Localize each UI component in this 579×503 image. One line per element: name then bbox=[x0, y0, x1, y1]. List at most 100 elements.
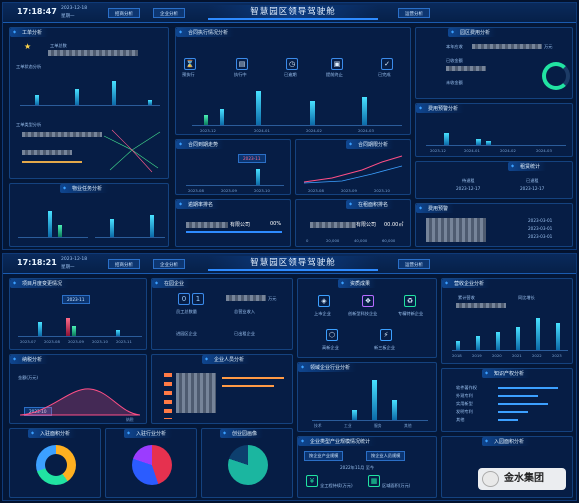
panel-fee-warn: 费用预警分析 2023-12 2024-01 2024-02 2024-03 bbox=[415, 103, 573, 157]
panel-title: 入驻面积分析 bbox=[28, 429, 77, 438]
inpark-label: 已出租企业 bbox=[234, 331, 255, 336]
x-tick: 2024-01 bbox=[464, 148, 480, 153]
redacted-block bbox=[22, 150, 72, 155]
x-tick: 2023-09 bbox=[68, 339, 84, 344]
chart-bar bbox=[372, 380, 377, 420]
workorder-status-chart bbox=[20, 74, 160, 106]
panel-contract-analysis: 合同期限分析 2023-08 2023-09 2023-10 bbox=[295, 139, 411, 195]
x-tick: 2023-10 bbox=[254, 188, 270, 193]
panel-qualify: 资质成果 ◈ ❖ ♻ 上市企业 创新型科技企业 专精特新企业 ⬡ ⚡ 高新企业 … bbox=[297, 278, 437, 358]
nav-tab-enterprise[interactable]: 企业分析 bbox=[153, 8, 185, 18]
revenue-bar bbox=[556, 322, 560, 350]
document-icon: ▤ bbox=[236, 58, 248, 70]
x-tick: 60,000 bbox=[382, 238, 396, 243]
x-tick: 2023-07 bbox=[20, 339, 36, 344]
high-tech-icon: ⬡ bbox=[326, 329, 338, 341]
workorder-type-label: 工单类型分析 bbox=[16, 122, 42, 127]
panel-fee-pred: 费用预警 2023-03-01 2023-03-01 2023-03-01 bbox=[415, 203, 573, 247]
redacted-block bbox=[472, 44, 542, 49]
panel-workorder: 工单分析 ★ 工单总数 工单状态分析 工单类型分析 bbox=[9, 27, 169, 179]
company-pct: 00% bbox=[270, 221, 282, 227]
qualify-label: 新三板企业 bbox=[374, 345, 395, 350]
clock-date: 2023-12-18 bbox=[61, 257, 88, 262]
chart-bar bbox=[48, 211, 52, 237]
chart-bar bbox=[256, 91, 261, 125]
panel-trade: 入驻行业分析 bbox=[105, 428, 197, 498]
x-tick: 2023 bbox=[552, 353, 562, 358]
nav-tab-operation[interactable]: 运营分析 bbox=[398, 259, 430, 269]
panel-lease-rank: 逾期率排名 有限公司 00% bbox=[175, 199, 291, 247]
x-tick: 2018 bbox=[452, 353, 462, 358]
redacted-block bbox=[176, 373, 216, 413]
fee-label: 未收金额 bbox=[446, 80, 463, 85]
x-tick: 2023-08 bbox=[188, 188, 204, 193]
panel-title: 逾期率排名 bbox=[176, 200, 220, 209]
panel-staff: 企业人员分析 bbox=[151, 354, 293, 424]
enterprise-caption: 2022年11月 至今 bbox=[340, 465, 375, 470]
redacted-block bbox=[48, 50, 138, 56]
revenue-label: 累计营收 bbox=[458, 295, 475, 300]
panel-intake: 入驻面积分析 bbox=[9, 428, 101, 498]
ip-row-label: 发明专利 bbox=[456, 409, 473, 414]
panel-inpark: 在园企业 0 1 员工总数量 总营业收入 万元 进园区企业 已出租企业 bbox=[151, 278, 293, 350]
revenue-label: 同比增长 bbox=[518, 295, 535, 300]
brand-logo-icon bbox=[482, 471, 499, 487]
nav-tab-investment[interactable]: 招商分析 bbox=[108, 259, 140, 269]
x-tick: 服务 bbox=[374, 423, 382, 428]
x-tick: 2022 bbox=[532, 353, 542, 358]
ip-bar bbox=[498, 411, 528, 413]
tab-staff-scale[interactable]: 按企业人员规模 bbox=[366, 451, 406, 461]
contract-bar-chart bbox=[192, 88, 402, 126]
warn-date: 2023-03-01 bbox=[528, 226, 553, 231]
chart-bar bbox=[352, 410, 357, 420]
clock-icon: ◷ bbox=[286, 58, 298, 70]
x-tick: 2024-03 bbox=[536, 148, 552, 153]
redacted-block bbox=[186, 222, 228, 228]
panel-title: 企业类型产业规模情况统计 bbox=[298, 437, 377, 446]
tab-industry-scale[interactable]: 按企业产业规模 bbox=[304, 451, 344, 461]
x-tick: 纳税 bbox=[126, 417, 134, 422]
ip-row-label: 实用新型 bbox=[456, 401, 473, 406]
date-badge: 2023-11 bbox=[62, 295, 90, 304]
clock-time: 17:18:47 bbox=[17, 7, 57, 16]
material-chart-2 bbox=[95, 206, 165, 238]
panel-title: 创业园画像 bbox=[220, 429, 264, 438]
rent-label: 待退租 bbox=[462, 178, 475, 183]
counter-digit: 0 bbox=[178, 293, 190, 305]
panel-title: 领域企业行业分析 bbox=[298, 363, 357, 372]
inpark-label: 进园区企业 bbox=[176, 331, 197, 336]
x-tick: 工业 bbox=[344, 423, 352, 428]
radial-lines bbox=[103, 129, 161, 173]
panel-title: 营收企业分析 bbox=[442, 279, 491, 288]
nav-tab-operation[interactable]: 运营分析 bbox=[398, 8, 430, 18]
redacted-block bbox=[456, 303, 506, 308]
date-badge: 2023-11 bbox=[238, 154, 266, 163]
chart-bar bbox=[75, 89, 79, 105]
enterprise-foot: 区域面积(万元) bbox=[382, 483, 411, 488]
check-icon: ✓ bbox=[381, 58, 393, 70]
nav-tab-investment[interactable]: 招商分析 bbox=[108, 8, 140, 18]
x-tick: 2023-08 bbox=[308, 188, 324, 193]
company-name: 有限公司 bbox=[356, 222, 377, 228]
rank-markers bbox=[164, 373, 172, 419]
header-bottom: 17:18:21 2023-12-18 星期一 招商分析 企业分析 智慧园区领导… bbox=[3, 254, 576, 274]
redacted-block bbox=[310, 222, 356, 228]
panel-title: 入园面积分析 bbox=[482, 437, 531, 446]
rent-area-value: 00.00㎡ bbox=[384, 222, 404, 228]
ip-bar bbox=[498, 395, 538, 397]
x-tick: 40,000 bbox=[354, 238, 368, 243]
panel-title: 在园企业 bbox=[152, 279, 191, 288]
chart-bar bbox=[204, 115, 208, 125]
contract-status-label: 预执行 bbox=[182, 72, 195, 77]
counter-digit: 1 bbox=[192, 293, 204, 305]
company-name: 有限公司 bbox=[230, 222, 251, 228]
clock-time: 17:18:21 bbox=[17, 258, 57, 267]
progress-bar bbox=[222, 377, 284, 379]
revenue-bar bbox=[536, 318, 540, 350]
nav-tab-enterprise[interactable]: 企业分析 bbox=[153, 259, 185, 269]
hourglass-icon: ⌛ bbox=[184, 58, 196, 70]
x-tick: 2021 bbox=[512, 353, 522, 358]
panel-title: 租赁统计 bbox=[508, 162, 547, 171]
workorder-total-label: 工单总数 bbox=[50, 43, 67, 48]
chart-bar bbox=[476, 139, 481, 145]
